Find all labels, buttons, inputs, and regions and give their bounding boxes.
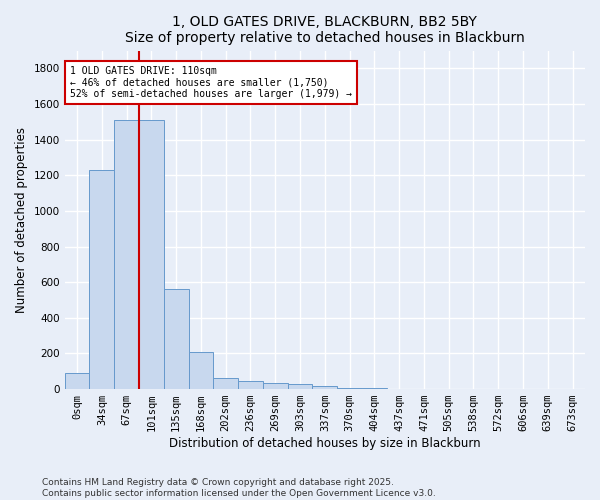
- Bar: [362, 388, 387, 389]
- Text: 1 OLD GATES DRIVE: 110sqm
← 46% of detached houses are smaller (1,750)
52% of se: 1 OLD GATES DRIVE: 110sqm ← 46% of detac…: [70, 66, 352, 99]
- X-axis label: Distribution of detached houses by size in Blackburn: Distribution of detached houses by size …: [169, 437, 481, 450]
- Bar: [214, 378, 238, 389]
- Text: Contains HM Land Registry data © Crown copyright and database right 2025.
Contai: Contains HM Land Registry data © Crown c…: [42, 478, 436, 498]
- Bar: [287, 384, 313, 389]
- Bar: [139, 120, 164, 389]
- Bar: [263, 383, 287, 389]
- Title: 1, OLD GATES DRIVE, BLACKBURN, BB2 5BY
Size of property relative to detached hou: 1, OLD GATES DRIVE, BLACKBURN, BB2 5BY S…: [125, 15, 525, 45]
- Bar: [89, 170, 114, 389]
- Bar: [65, 373, 89, 389]
- Y-axis label: Number of detached properties: Number of detached properties: [15, 127, 28, 313]
- Bar: [337, 388, 362, 389]
- Bar: [238, 381, 263, 389]
- Bar: [188, 352, 214, 389]
- Bar: [164, 290, 188, 389]
- Bar: [313, 386, 337, 389]
- Bar: [114, 120, 139, 389]
